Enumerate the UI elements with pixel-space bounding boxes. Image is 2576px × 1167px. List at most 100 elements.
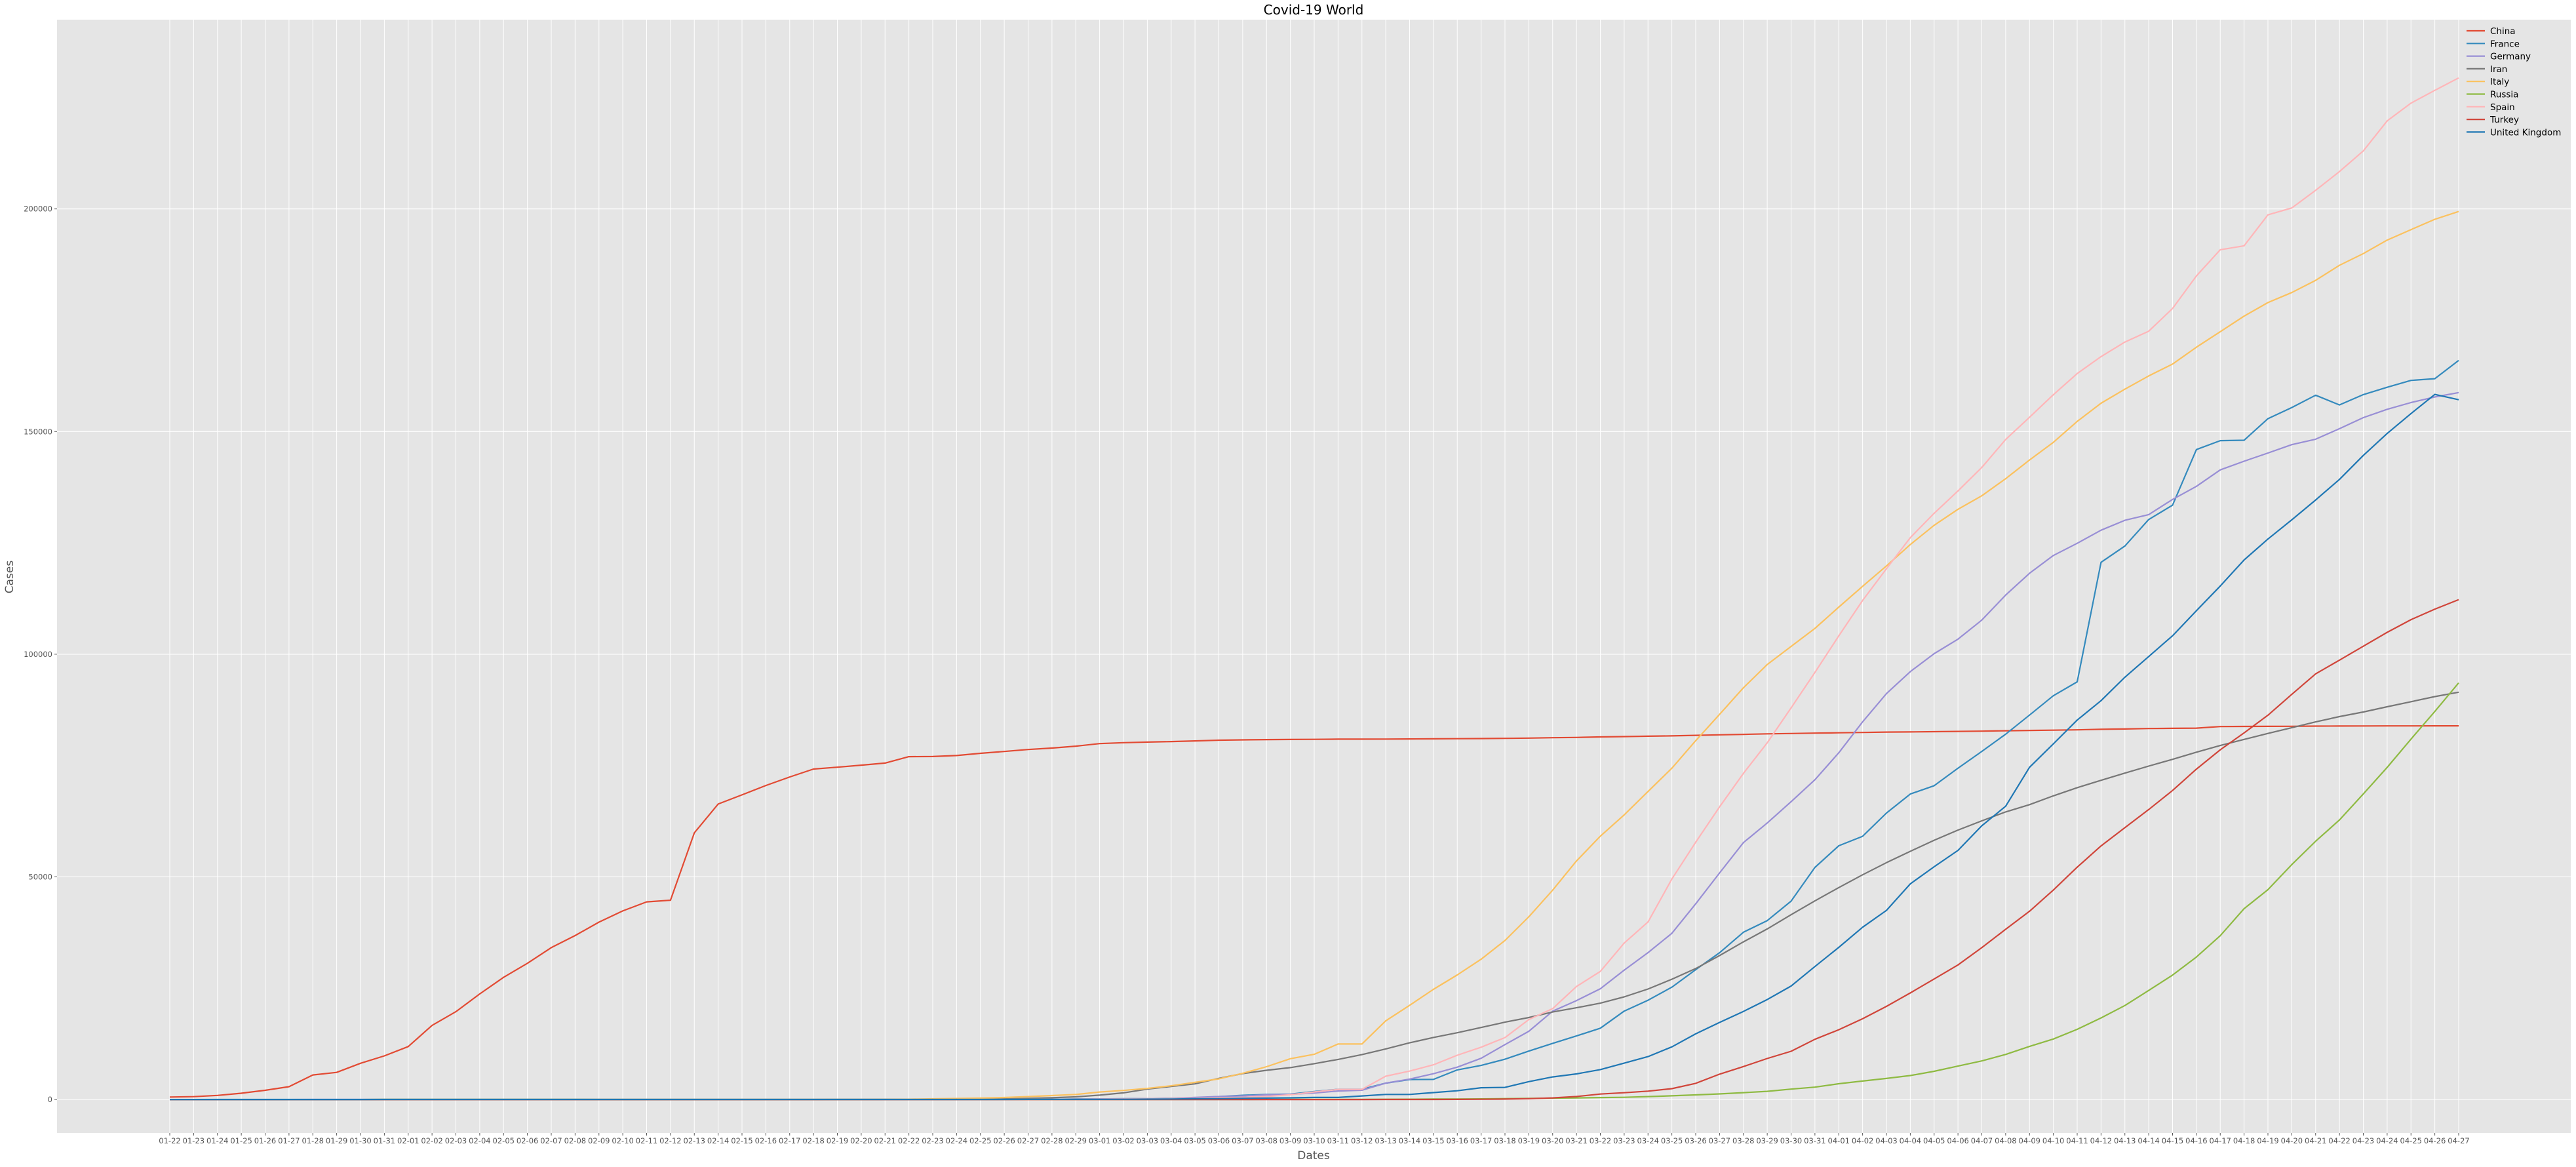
chart-title: Covid-19 World	[1264, 2, 1364, 18]
legend-label-china: China	[2490, 26, 2516, 37]
x-tick-label: 04-18	[2233, 1136, 2255, 1145]
x-tick-label: 03-29	[1756, 1136, 1778, 1145]
x-tick-label: 02-02	[421, 1136, 442, 1145]
x-tick-label: 03-02	[1112, 1136, 1134, 1145]
legend-label-spain: Spain	[2490, 102, 2515, 113]
x-tick-label: 02-16	[755, 1136, 777, 1145]
x-tick-label: 02-11	[636, 1136, 657, 1145]
x-tick-label: 03-14	[1399, 1136, 1420, 1145]
x-tick-label: 03-22	[1590, 1136, 1611, 1145]
x-tick-label: 04-21	[2305, 1136, 2326, 1145]
x-tick-label: 04-02	[1852, 1136, 1873, 1145]
x-tick-label: 01-22	[159, 1136, 180, 1145]
x-tick-label: 03-03	[1137, 1136, 1158, 1145]
y-tick-label: 50000	[28, 872, 52, 881]
x-tick-label: 04-25	[2400, 1136, 2422, 1145]
x-tick-label: 03-21	[1565, 1136, 1587, 1145]
x-tick-label: 02-22	[898, 1136, 920, 1145]
x-tick-label: 01-24	[206, 1136, 228, 1145]
legend-label-turkey: Turkey	[2489, 115, 2519, 125]
x-tick-label: 04-04	[1900, 1136, 1921, 1145]
y-tick-label: 0	[48, 1095, 52, 1104]
x-tick-label: 02-20	[850, 1136, 872, 1145]
y-tick-label: 150000	[24, 427, 52, 436]
y-axis-label: Cases	[3, 561, 16, 594]
x-tick-label: 01-29	[326, 1136, 347, 1145]
x-tick-label: 01-28	[302, 1136, 324, 1145]
x-tick-label: 02-25	[969, 1136, 991, 1145]
x-tick-label: 03-13	[1375, 1136, 1396, 1145]
x-tick-label: 03-16	[1447, 1136, 1468, 1145]
x-tick-label: 03-24	[1637, 1136, 1659, 1145]
x-tick-label: 04-27	[2448, 1136, 2469, 1145]
legend-label-united-kingdom: United Kingdom	[2490, 127, 2561, 138]
legend-label-france: France	[2490, 39, 2520, 49]
series-line-china	[169, 724, 2459, 1098]
x-tick-label: 03-05	[1184, 1136, 1205, 1145]
x-tick-label: 02-18	[802, 1136, 824, 1145]
x-tick-label: 03-28	[1732, 1136, 1754, 1145]
x-tick-label: 03-23	[1613, 1136, 1635, 1145]
x-tick-label: 02-26	[993, 1136, 1015, 1145]
x-tick-label: 02-29	[1065, 1136, 1087, 1145]
y-tick-label: 100000	[24, 650, 52, 659]
x-tick-label: 04-15	[2162, 1136, 2183, 1145]
x-tick-label: 02-14	[707, 1136, 729, 1145]
x-tick-label: 02-01	[397, 1136, 419, 1145]
x-tick-label: 03-01	[1089, 1136, 1110, 1145]
x-tick-label: 01-31	[374, 1136, 395, 1145]
x-tick-label: 02-12	[659, 1136, 681, 1145]
x-tick-label: 02-07	[540, 1136, 562, 1145]
x-tick-label: 02-10	[612, 1136, 633, 1145]
x-tick-label: 03-08	[1256, 1136, 1278, 1145]
x-axis-ticks: 01-22 01-23 01-24 01-25 01-26 01-27 01-28 01-29…	[159, 1133, 2470, 1145]
x-tick-label: 02-15	[731, 1136, 752, 1145]
x-tick-label: 04-07	[1971, 1136, 1993, 1145]
x-tick-label: 04-03	[1875, 1136, 1897, 1145]
x-tick-label: 03-06	[1208, 1136, 1230, 1145]
x-tick-label: 03-17	[1470, 1136, 1492, 1145]
series-line-united-kingdom	[170, 393, 2459, 1101]
series-lines	[169, 77, 2459, 1101]
x-tick-label: 04-05	[1923, 1136, 1945, 1145]
x-tick-label: 03-18	[1494, 1136, 1515, 1145]
x-tick-label: 02-24	[946, 1136, 967, 1145]
x-tick-label: 04-14	[2137, 1136, 2159, 1145]
legend-label-germany: Germany	[2490, 52, 2531, 62]
x-tick-label: 04-10	[2042, 1136, 2064, 1145]
x-tick-label: 01-27	[278, 1136, 300, 1145]
x-axis-label: Dates	[1297, 1149, 1330, 1162]
x-tick-label: 04-13	[2114, 1136, 2136, 1145]
x-tick-label: 02-27	[1017, 1136, 1039, 1145]
x-tick-label: 02-28	[1041, 1136, 1063, 1145]
y-axis-ticks: 0 50000 100000 150000 200000	[24, 205, 57, 1104]
x-tick-label: 03-09	[1279, 1136, 1301, 1145]
x-tick-label: 03-19	[1518, 1136, 1540, 1145]
x-tick-label: 03-04	[1160, 1136, 1182, 1145]
x-tick-label: 04-22	[2328, 1136, 2350, 1145]
x-tick-label: 03-27	[1709, 1136, 1730, 1145]
x-tick-label: 01-30	[349, 1136, 371, 1145]
x-tick-label: 01-23	[183, 1136, 205, 1145]
x-tick-label: 03-31	[1804, 1136, 1825, 1145]
x-tick-label: 04-11	[2066, 1136, 2088, 1145]
legend-label-russia: Russia	[2490, 90, 2518, 100]
x-tick-label: 04-09	[2019, 1136, 2040, 1145]
x-tick-label: 02-06	[517, 1136, 538, 1145]
x-tick-label: 04-26	[2424, 1136, 2446, 1145]
x-tick-label: 04-08	[1995, 1136, 2016, 1145]
legend-label-iran: Iran	[2490, 64, 2507, 75]
x-tick-label: 02-21	[874, 1136, 896, 1145]
x-tick-label: 02-08	[564, 1136, 586, 1145]
x-tick-label: 04-20	[2281, 1136, 2303, 1145]
legend-label-italy: Italy	[2490, 77, 2509, 87]
x-tick-label: 04-17	[2210, 1136, 2231, 1145]
y-tick-label: 200000	[24, 205, 52, 214]
x-tick-label: 03-26	[1685, 1136, 1706, 1145]
x-tick-label: 02-17	[779, 1136, 800, 1145]
x-tick-label: 02-03	[445, 1136, 467, 1145]
x-tick-label: 04-23	[2352, 1136, 2374, 1145]
x-tick-label: 02-19	[827, 1136, 848, 1145]
x-tick-label: 01-25	[230, 1136, 252, 1145]
